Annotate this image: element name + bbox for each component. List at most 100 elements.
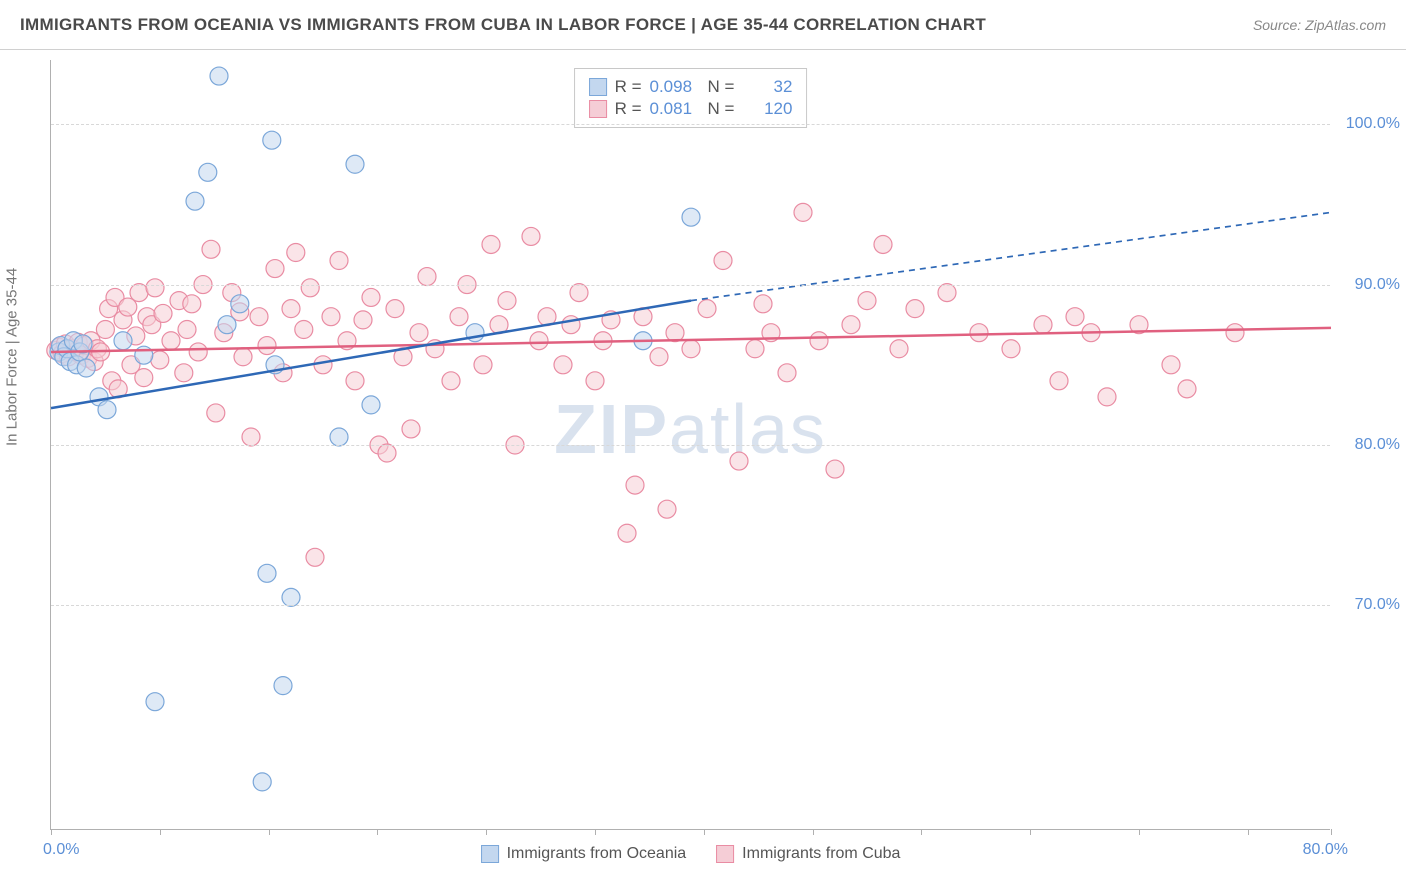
y-tick-label: 100.0%: [1340, 115, 1400, 133]
r-value-oceania: 0.098: [650, 77, 700, 97]
scatter-point: [386, 300, 404, 318]
scatter-point: [178, 321, 196, 339]
scatter-point: [306, 548, 324, 566]
scatter-point: [842, 316, 860, 334]
gridline: [51, 445, 1330, 446]
scatter-point: [362, 396, 380, 414]
scatter-point: [682, 208, 700, 226]
scatter-point: [253, 773, 271, 791]
scatter-point: [754, 295, 772, 313]
scatter-point: [698, 300, 716, 318]
scatter-point: [562, 316, 580, 334]
scatter-point: [346, 155, 364, 173]
scatter-point: [1098, 388, 1116, 406]
scatter-point: [154, 304, 172, 322]
gridline: [51, 124, 1330, 125]
scatter-point: [354, 311, 372, 329]
gridline: [51, 285, 1330, 286]
scatter-point: [77, 359, 95, 377]
scatter-point: [362, 288, 380, 306]
x-tick: [377, 829, 378, 835]
scatter-point: [175, 364, 193, 382]
swatch-cuba: [716, 845, 734, 863]
scatter-point: [418, 268, 436, 286]
swatch-cuba: [589, 100, 607, 118]
scatter-point: [258, 337, 276, 355]
scatter-point: [186, 192, 204, 210]
scatter-point: [570, 284, 588, 302]
legend-row-oceania: R = 0.098 N = 32: [589, 77, 793, 97]
scatter-point: [114, 332, 132, 350]
scatter-point: [778, 364, 796, 382]
scatter-point: [794, 203, 812, 221]
scatter-point: [410, 324, 428, 342]
scatter-point: [202, 240, 220, 258]
scatter-point: [618, 524, 636, 542]
scatter-point: [207, 404, 225, 422]
scatter-point: [258, 564, 276, 582]
scatter-point: [242, 428, 260, 446]
scatter-point: [714, 252, 732, 270]
scatter-point: [301, 279, 319, 297]
legend-item-oceania: Immigrants from Oceania: [481, 845, 687, 863]
scatter-point: [682, 340, 700, 358]
x-tick: [269, 829, 270, 835]
legend-correlation: R = 0.098 N = 32 R = 0.081 N = 120: [574, 68, 808, 128]
scatter-point: [1162, 356, 1180, 374]
scatter-point: [810, 332, 828, 350]
scatter-point: [266, 260, 284, 278]
scatter-point: [287, 244, 305, 262]
x-tick: [51, 829, 52, 835]
y-axis-label: In Labor Force | Age 35-44: [4, 268, 21, 446]
swatch-oceania: [481, 845, 499, 863]
source-attribution: Source: ZipAtlas.com: [1253, 17, 1386, 33]
scatter-point: [234, 348, 252, 366]
scatter-point: [450, 308, 468, 326]
scatter-point: [858, 292, 876, 310]
y-tick-label: 70.0%: [1340, 596, 1400, 614]
scatter-point: [938, 284, 956, 302]
scatter-point: [231, 295, 249, 313]
x-tick: [160, 829, 161, 835]
scatter-point: [1002, 340, 1020, 358]
scatter-point: [130, 284, 148, 302]
scatter-point: [498, 292, 516, 310]
scatter-point: [314, 356, 332, 374]
scatter-point: [189, 343, 207, 361]
chart-title: IMMIGRANTS FROM OCEANIA VS IMMIGRANTS FR…: [20, 15, 986, 35]
scatter-point: [442, 372, 460, 390]
scatter-point: [970, 324, 988, 342]
series-label-cuba: Immigrants from Cuba: [742, 845, 900, 863]
scatter-point: [151, 351, 169, 369]
scatter-point: [183, 295, 201, 313]
x-tick-max: 80.0%: [1303, 841, 1348, 859]
scatter-point: [218, 316, 236, 334]
legend-series: Immigrants from Oceania Immigrants from …: [481, 845, 901, 863]
x-tick: [486, 829, 487, 835]
scatter-point: [135, 369, 153, 387]
scatter-point: [522, 227, 540, 245]
scatter-point: [650, 348, 668, 366]
scatter-point: [1034, 316, 1052, 334]
scatter-point: [146, 693, 164, 711]
x-tick: [813, 829, 814, 835]
scatter-point: [1066, 308, 1084, 326]
scatter-point: [826, 460, 844, 478]
scatter-point: [96, 321, 114, 339]
scatter-point: [482, 235, 500, 253]
title-bar: IMMIGRANTS FROM OCEANIA VS IMMIGRANTS FR…: [0, 0, 1406, 50]
scatter-point: [282, 588, 300, 606]
scatter-point: [554, 356, 572, 374]
scatter-point: [346, 372, 364, 390]
x-tick-min: 0.0%: [43, 841, 79, 859]
scatter-point: [378, 444, 396, 462]
x-tick: [1139, 829, 1140, 835]
series-label-oceania: Immigrants from Oceania: [507, 845, 687, 863]
scatter-point: [98, 401, 116, 419]
y-tick-label: 90.0%: [1340, 276, 1400, 294]
scatter-point: [282, 300, 300, 318]
scatter-plot: ZIPatlas R = 0.098 N = 32 R = 0.081 N = …: [50, 60, 1330, 830]
scatter-point: [890, 340, 908, 358]
scatter-point: [746, 340, 764, 358]
scatter-point: [530, 332, 548, 350]
